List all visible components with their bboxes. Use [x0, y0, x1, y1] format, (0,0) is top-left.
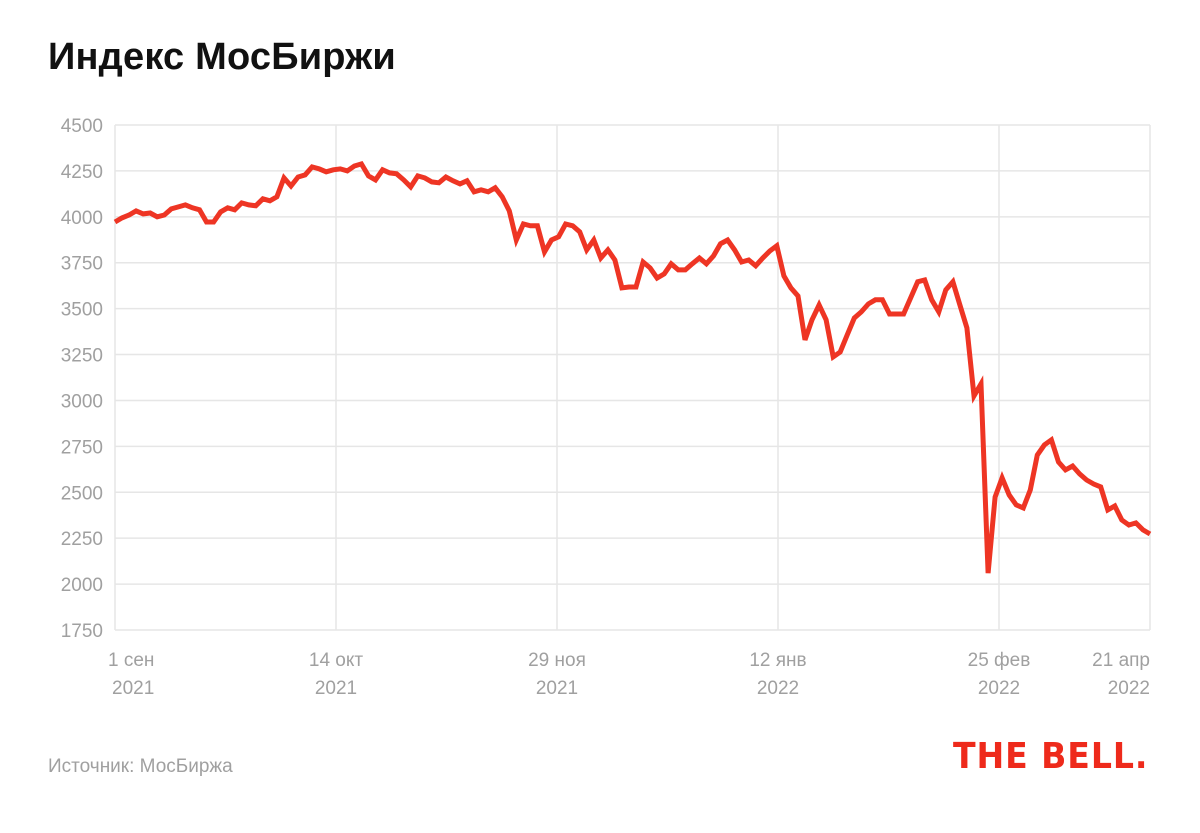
- source-note: Источник: МосБиржа: [48, 756, 233, 777]
- the-bell-logo: THE BELL.: [952, 736, 1148, 777]
- x-tick-year: 2022: [757, 678, 799, 699]
- index-line-series: [113, 160, 1152, 574]
- x-tick-year: 2021: [315, 678, 357, 699]
- y-tick-label: 2750: [61, 437, 103, 458]
- chart-title: Индекс МосБиржи: [48, 36, 396, 78]
- y-tick-label: 4250: [61, 162, 103, 183]
- y-tick-label: 3250: [61, 346, 103, 367]
- y-tick-label: 4000: [61, 208, 103, 229]
- y-tick-label: 2000: [61, 575, 103, 596]
- x-tick-year: 2022: [978, 678, 1020, 699]
- y-tick-label: 3000: [61, 391, 103, 412]
- y-tick-label: 3750: [61, 254, 103, 275]
- x-tick-year: 2022: [1108, 678, 1150, 699]
- x-tick-label: 29 ноя: [528, 650, 586, 671]
- x-tick-label: 12 янв: [749, 650, 806, 671]
- x-tick-label: 14 окт: [309, 650, 364, 671]
- y-tick-label: 2250: [61, 529, 103, 550]
- y-tick-label: 1750: [61, 621, 103, 642]
- x-tick-year: 2021: [112, 678, 154, 699]
- y-tick-label: 4500: [61, 116, 103, 137]
- x-tick-year: 2021: [536, 678, 578, 699]
- x-tick-label: 21 апр: [1092, 650, 1150, 671]
- y-tick-label: 3500: [61, 300, 103, 321]
- x-tick-label: 1 сен: [108, 650, 154, 671]
- x-tick-label: 25 фев: [968, 650, 1031, 671]
- y-tick-label: 2500: [61, 483, 103, 504]
